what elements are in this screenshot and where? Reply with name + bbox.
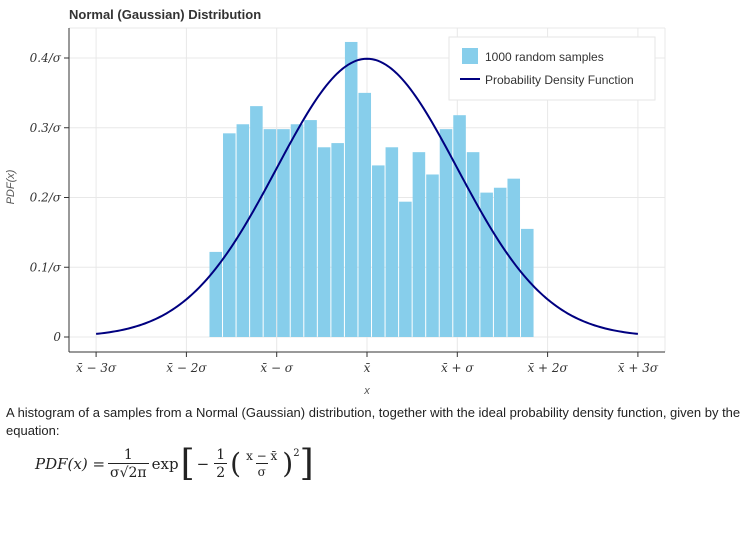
equation-power: 2 — [293, 448, 300, 459]
y-axis-label: PDF(x) — [5, 169, 17, 204]
histogram-bar — [358, 92, 372, 337]
x-tick-label: x̄ + 3σ — [618, 361, 659, 375]
legend-label-histogram: 1000 random samples — [485, 50, 604, 64]
histogram-bar — [304, 120, 317, 337]
histogram-bar — [453, 115, 466, 337]
right-paren: ) — [282, 447, 294, 480]
histogram-bar — [466, 152, 480, 337]
histogram-bar — [290, 124, 304, 337]
histogram-bar — [412, 152, 426, 337]
half-denominator: 2 — [214, 463, 228, 481]
histogram-bar — [385, 147, 399, 337]
histogram-bar — [493, 187, 507, 337]
half-numerator: 1 — [216, 447, 226, 463]
histogram-bar — [250, 106, 263, 337]
equation-lhs: PDF(x) = — [35, 455, 106, 473]
y-tick-label: 0.2/σ — [30, 191, 62, 205]
histogram-bar — [344, 41, 358, 338]
normalizer-numerator: 1 — [123, 447, 133, 463]
histogram-bar — [372, 165, 385, 337]
histogram-bar — [507, 178, 521, 337]
y-tick-label: 0.4/σ — [30, 51, 62, 65]
x-axis-label: x — [363, 385, 370, 397]
histogram-bar — [439, 129, 453, 337]
equation-standardized: x − x̄ σ — [244, 449, 279, 479]
right-bracket: ] — [299, 443, 314, 484]
histogram-bar — [426, 174, 439, 337]
left-bracket: [ — [180, 443, 195, 484]
normalizer-denominator: σ√2π — [108, 463, 149, 481]
equation-exp: exp — [151, 455, 179, 473]
y-tick-label: 0.3/σ — [30, 121, 62, 135]
y-tick-label: 0.1/σ — [30, 260, 62, 274]
legend: 1000 random samples Probability Density … — [448, 36, 656, 101]
equation-normalizer: 1 σ√2π — [108, 447, 149, 481]
x-tick-label: x̄ — [364, 361, 371, 375]
histogram-bar — [317, 147, 331, 337]
equation-half: 1 2 — [214, 447, 228, 481]
histogram-bar — [399, 201, 412, 337]
x-tick-label: x̄ − 2σ — [166, 361, 207, 375]
pdf-curve — [95, 57, 639, 335]
histogram-bar — [223, 133, 236, 337]
histogram-bar — [480, 192, 493, 337]
histogram-bar — [209, 251, 223, 337]
standardized-numerator: x − x̄ — [246, 449, 278, 463]
caption: A histogram of a samples from a Normal (… — [6, 405, 741, 438]
histogram-bar — [521, 228, 534, 337]
x-tick-label: x̄ − 3σ — [76, 361, 117, 375]
x-tick-label: x̄ − σ — [260, 361, 293, 375]
chart-title: Normal (Gaussian) Distribution — [69, 7, 262, 22]
y-tick-label: 0 — [53, 330, 61, 344]
legend-label-line: Probability Density Function — [485, 73, 634, 87]
histogram-bar — [263, 129, 277, 337]
x-tick-label: x̄ + 2σ — [527, 361, 568, 375]
equation-negative-sign: − — [196, 455, 210, 473]
legend-swatch-histogram — [462, 48, 478, 64]
standardized-denominator: σ — [255, 463, 268, 479]
histogram-bar — [277, 129, 290, 337]
histogram-chart: x̄ − 3σ x̄ − 2σ x̄ − σ x̄ x̄ + σ x̄ + 2σ x̄ + … — [5, 27, 666, 397]
tick-labels: x̄ − 3σ x̄ − 2σ x̄ − σ x̄ x̄ + σ x̄ + 2σ x̄ + … — [30, 51, 659, 375]
pdf-equation: PDF(x) = 1 σ√2π exp [ − 1 2 ( x − x̄ σ )… — [35, 446, 314, 482]
histogram-bars — [209, 41, 534, 338]
histogram-bar — [331, 143, 344, 337]
x-tick-label: x̄ + σ — [441, 361, 474, 375]
left-paren: ( — [230, 447, 242, 480]
